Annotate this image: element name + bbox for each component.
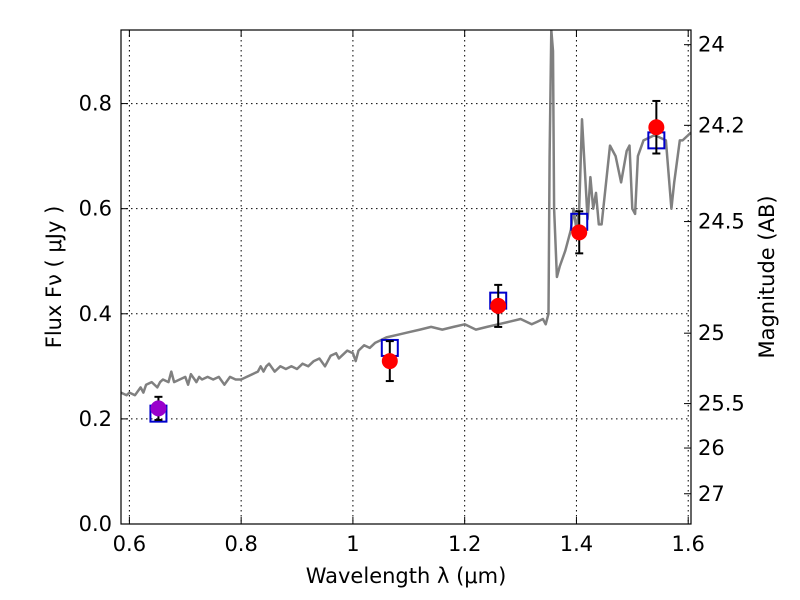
mag-tick-label-1: 24.2 [698,113,745,137]
mag-tick-label-5: 26 [698,436,725,460]
mag-tick-label-3: 25 [698,321,725,345]
observed-points [150,119,665,417]
model-spectrum-line [121,30,691,397]
magnitude-axis-ticks: 24 24.2 24.5 25 25.5 26 27 [684,33,745,506]
x-tick-label-5: 1.6 [672,532,705,556]
mag-tick-label-2: 24.5 [698,210,745,234]
plot-content [121,30,691,423]
x-tick-label-2: 1 [346,532,359,556]
x-axis-ticks: 0.6 0.8 1 1.2 1.4 1.6 [113,30,705,556]
y-tick-label-4: 0.8 [79,92,112,116]
y-axis-ticks: 0.0 0.2 0.4 0.6 0.8 [79,92,128,536]
x-tick-label-1: 0.8 [224,532,257,556]
x-tick-label-4: 1.4 [560,532,593,556]
y-axis-title: Flux Fν ( μJy ) [42,206,66,349]
observed-point-1 [381,353,398,370]
magnitude-axis-title: Magnitude (AB) [755,195,779,358]
observed-point-4 [648,119,665,136]
plot-area-background [121,30,691,524]
mag-tick-label-0: 24 [698,33,725,57]
y-tick-label-0: 0.0 [79,512,112,536]
x-tick-label-0: 0.6 [113,532,146,556]
observed-point-3 [571,224,588,241]
observed-point-2 [490,297,507,314]
mag-tick-label-4: 25.5 [698,392,745,416]
x-axis-title: Wavelength λ (μm) [306,564,507,588]
plot-frame [120,29,692,525]
y-tick-label-1: 0.2 [79,407,112,431]
x-tick-label-3: 1.2 [448,532,481,556]
y-tick-label-2: 0.4 [79,302,112,326]
mag-tick-label-6: 27 [698,482,725,506]
y-tick-label-3: 0.6 [79,197,112,221]
observed-point-0 [150,400,167,417]
